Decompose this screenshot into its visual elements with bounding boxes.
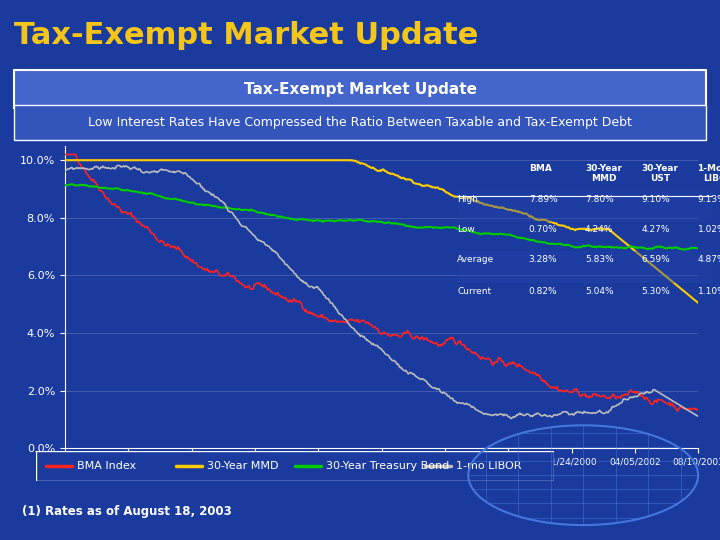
FancyBboxPatch shape	[14, 105, 706, 140]
Text: 30-Year
MMD: 30-Year MMD	[585, 164, 622, 183]
FancyBboxPatch shape	[36, 451, 554, 481]
Text: BMA: BMA	[528, 164, 552, 173]
Text: 3.28%: 3.28%	[528, 255, 557, 265]
Text: 1-mo LIBOR: 1-mo LIBOR	[456, 461, 521, 471]
Text: Average: Average	[457, 255, 495, 265]
Text: Current: Current	[457, 287, 491, 296]
Text: 1-Month
LIBOR: 1-Month LIBOR	[698, 164, 720, 183]
Text: 0.70%: 0.70%	[528, 225, 557, 234]
Bar	[457, 251, 713, 283]
Text: 4.27%: 4.27%	[642, 225, 670, 234]
Text: 5.30%: 5.30%	[642, 287, 670, 296]
Text: 5.83%: 5.83%	[585, 255, 613, 265]
Text: Low: Low	[457, 225, 475, 234]
Bar	[457, 191, 713, 222]
Text: 30-Year
UST: 30-Year UST	[642, 164, 678, 183]
FancyBboxPatch shape	[14, 70, 706, 108]
Text: 9.13%: 9.13%	[698, 195, 720, 204]
Text: (1) Rates as of August 18, 2003: (1) Rates as of August 18, 2003	[22, 505, 231, 518]
Text: 30-Year Treasury Bond: 30-Year Treasury Bond	[326, 461, 449, 471]
Text: 30-Year MMD: 30-Year MMD	[207, 461, 279, 471]
Text: Low Interest Rates Have Compressed the Ratio Between Taxable and Tax-Exempt Debt: Low Interest Rates Have Compressed the R…	[88, 116, 632, 130]
Text: 0.82%: 0.82%	[528, 287, 557, 296]
Text: 7.80%: 7.80%	[585, 195, 613, 204]
Text: Tax-Exempt Market Update: Tax-Exempt Market Update	[243, 82, 477, 97]
Text: High: High	[457, 195, 478, 204]
Text: 4.87%: 4.87%	[698, 255, 720, 265]
Text: 6.59%: 6.59%	[642, 255, 670, 265]
Text: 9.10%: 9.10%	[642, 195, 670, 204]
Text: 4.24%: 4.24%	[585, 225, 613, 234]
Text: 5.04%: 5.04%	[585, 287, 613, 296]
Text: Tax-Exempt Market Update: Tax-Exempt Market Update	[14, 21, 479, 50]
Text: BMA Index: BMA Index	[78, 461, 137, 471]
Text: 1.02%: 1.02%	[698, 225, 720, 234]
Text: 7.89%: 7.89%	[528, 195, 557, 204]
Text: 1.10%: 1.10%	[698, 287, 720, 296]
